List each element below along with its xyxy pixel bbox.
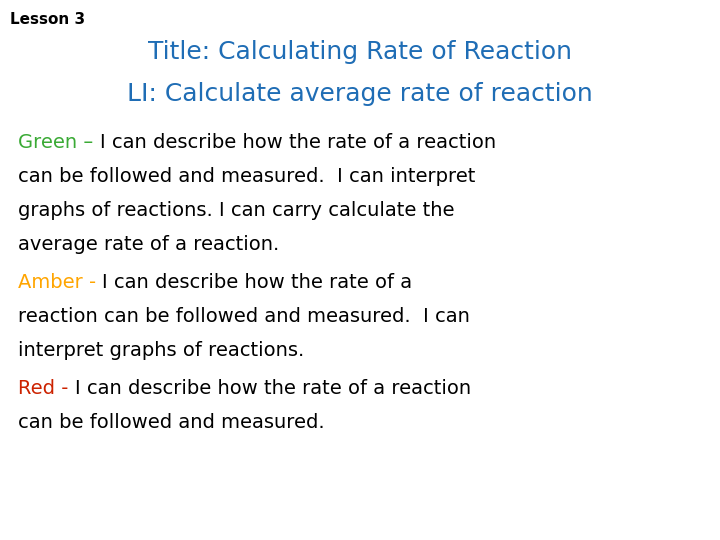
Text: interpret graphs of reactions.: interpret graphs of reactions. [18, 341, 305, 360]
Text: Lesson 3: Lesson 3 [10, 12, 85, 27]
Text: can be followed and measured.: can be followed and measured. [18, 413, 325, 432]
Text: I can describe how the rate of a: I can describe how the rate of a [102, 273, 413, 292]
Text: I can describe how the rate of a reaction: I can describe how the rate of a reactio… [99, 133, 495, 152]
Text: graphs of reactions. I can carry calculate the: graphs of reactions. I can carry calcula… [18, 201, 454, 220]
Text: I can describe how the rate of a reaction: I can describe how the rate of a reactio… [75, 379, 471, 398]
Text: reaction can be followed and measured.  I can: reaction can be followed and measured. I… [18, 307, 470, 326]
Text: average rate of a reaction.: average rate of a reaction. [18, 235, 279, 254]
Text: Amber -: Amber - [18, 273, 102, 292]
Text: LI: Calculate average rate of reaction: LI: Calculate average rate of reaction [127, 82, 593, 106]
Text: Green –: Green – [18, 133, 99, 152]
Text: can be followed and measured.  I can interpret: can be followed and measured. I can inte… [18, 167, 475, 186]
Text: Title: Calculating Rate of Reaction: Title: Calculating Rate of Reaction [148, 40, 572, 64]
Text: Red -: Red - [18, 379, 75, 398]
